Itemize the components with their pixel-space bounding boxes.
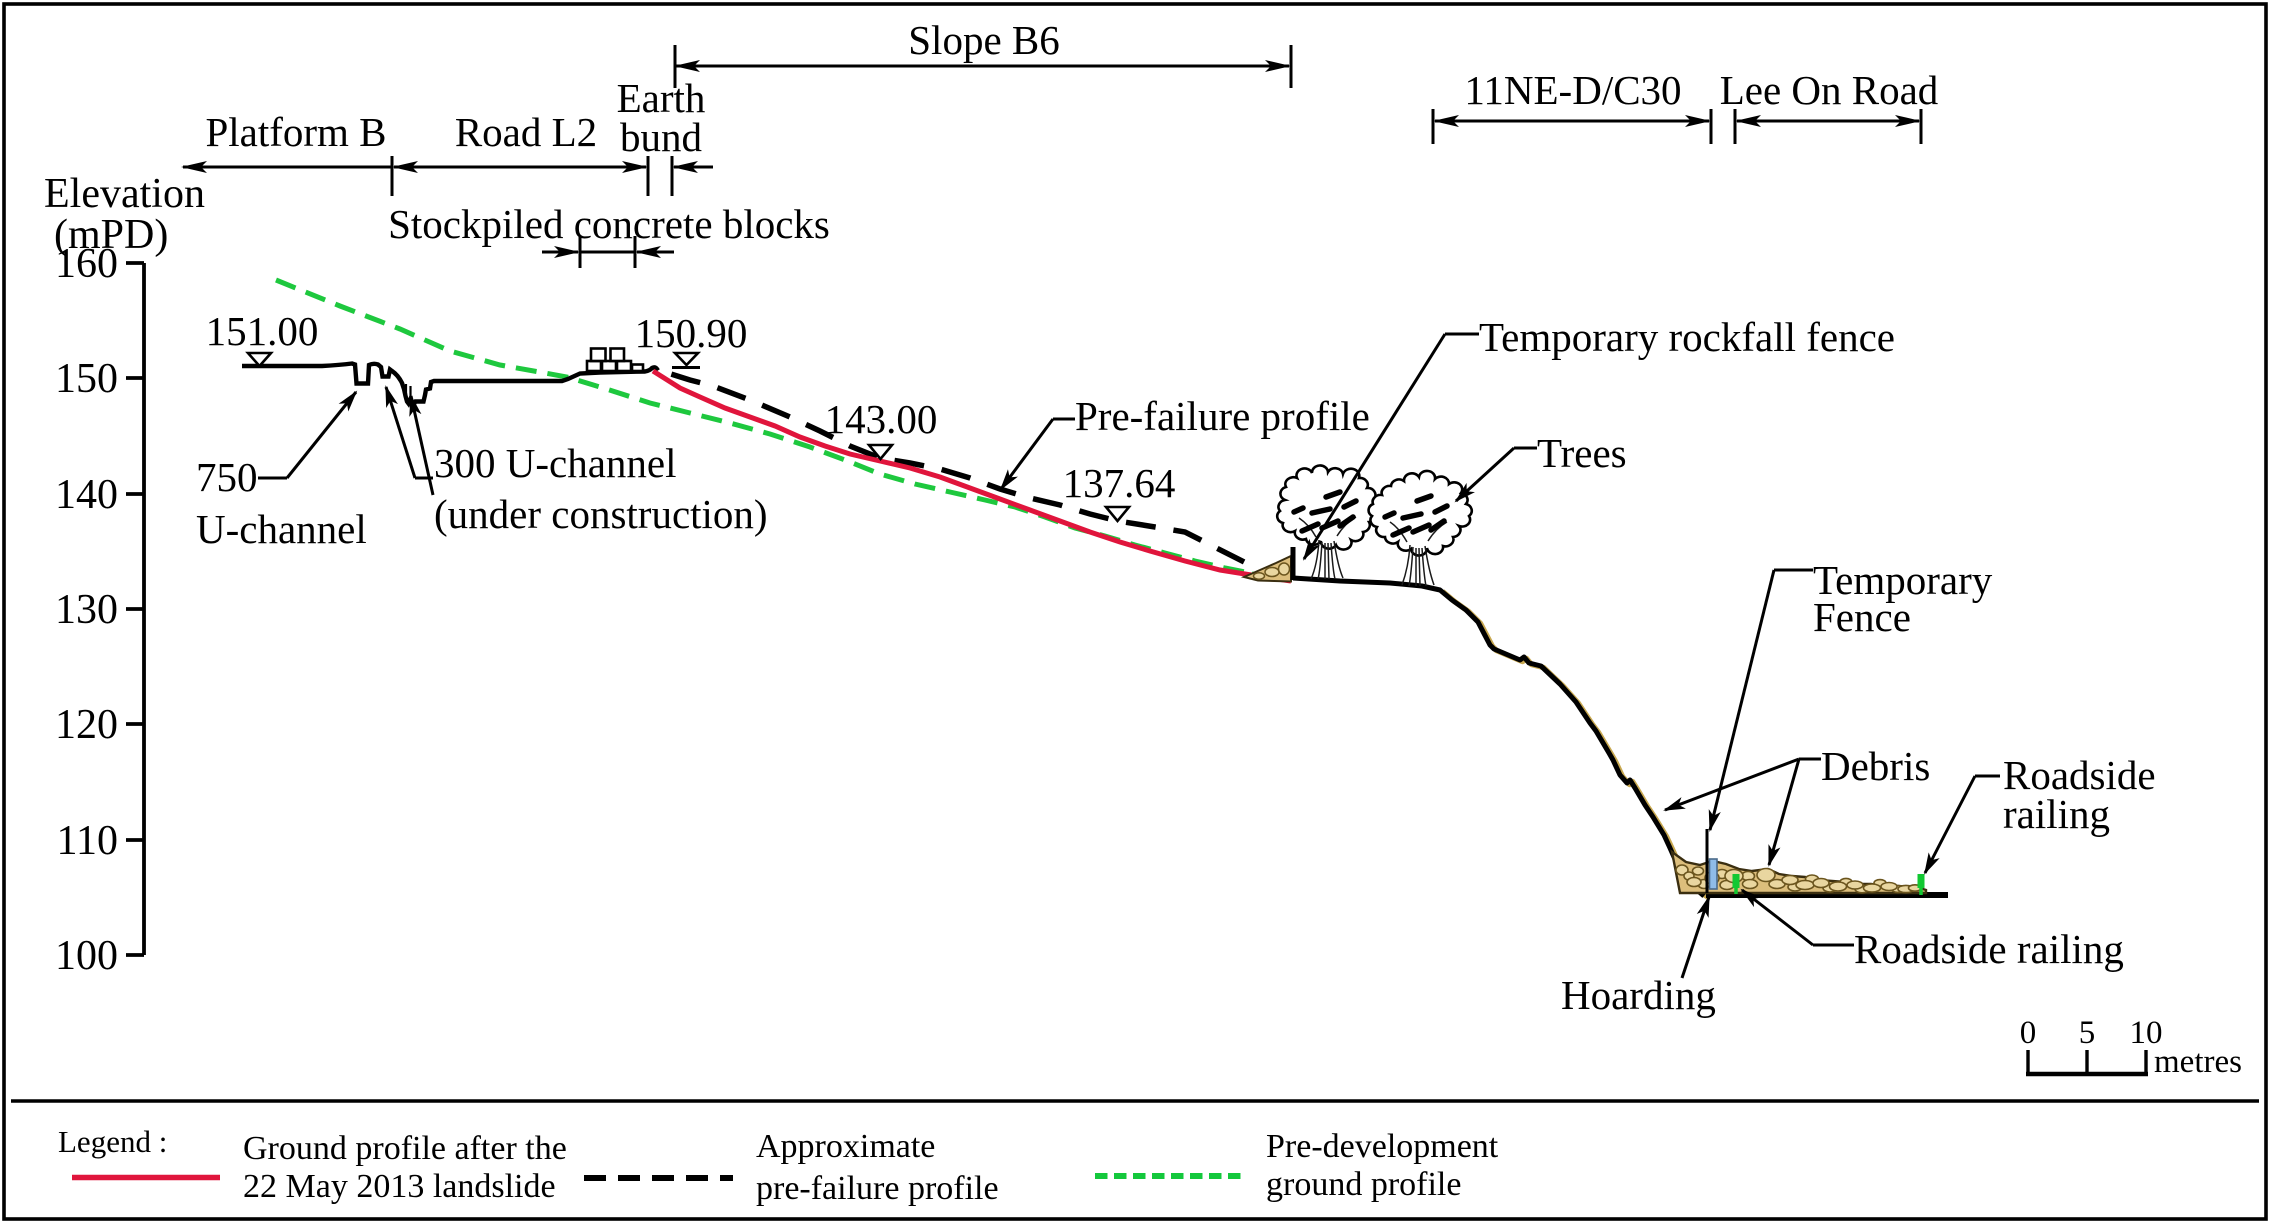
svg-text:Lee On Road: Lee On Road <box>1720 67 1939 113</box>
svg-text:130: 130 <box>55 587 118 633</box>
svg-text:railing: railing <box>2003 791 2110 837</box>
svg-text:11NE-D/C30: 11NE-D/C30 <box>1464 67 1681 113</box>
svg-text:(under construction): (under construction) <box>434 491 768 537</box>
svg-text:143.00: 143.00 <box>825 396 938 442</box>
svg-text:Slope B6: Slope B6 <box>908 17 1060 63</box>
svg-text:Earth: Earth <box>617 75 706 121</box>
svg-text:Hoarding: Hoarding <box>1561 972 1716 1018</box>
svg-text:metres: metres <box>2154 1044 2242 1080</box>
svg-text:0: 0 <box>2020 1015 2037 1051</box>
svg-text:Approximate: Approximate <box>756 1128 935 1165</box>
svg-text:Stockpiled concrete blocks: Stockpiled concrete blocks <box>388 201 830 247</box>
svg-text:137.64: 137.64 <box>1063 460 1176 506</box>
svg-text:Pre-development: Pre-development <box>1266 1128 1499 1165</box>
svg-text:Roadside railing: Roadside railing <box>1854 926 2124 972</box>
svg-text:Temporary rockfall fence: Temporary rockfall fence <box>1479 314 1895 360</box>
svg-text:Debris: Debris <box>1821 743 1930 789</box>
svg-text:750: 750 <box>196 454 258 500</box>
svg-text:Elevation: Elevation <box>44 171 205 217</box>
svg-text:bund: bund <box>620 114 702 160</box>
svg-text:5: 5 <box>2079 1015 2096 1051</box>
svg-text:150.90: 150.90 <box>635 310 748 356</box>
svg-text:Roadside: Roadside <box>2003 752 2156 798</box>
svg-text:ground profile: ground profile <box>1266 1166 1461 1203</box>
svg-text:100: 100 <box>55 933 118 979</box>
svg-text:Ground profile after the: Ground profile after the <box>243 1130 567 1167</box>
svg-text:Pre-failure profile: Pre-failure profile <box>1075 393 1370 439</box>
svg-text:300 U-channel: 300 U-channel <box>434 440 677 486</box>
svg-text:Road L2: Road L2 <box>455 109 597 155</box>
svg-text:151.00: 151.00 <box>206 308 319 354</box>
svg-text:22 May 2013 landslide: 22 May 2013 landslide <box>243 1168 556 1205</box>
svg-text:10: 10 <box>2130 1015 2163 1051</box>
svg-text:160: 160 <box>55 241 118 287</box>
svg-text:Temporary: Temporary <box>1813 557 1993 603</box>
svg-text:150: 150 <box>55 356 118 402</box>
svg-text:140: 140 <box>55 472 118 518</box>
svg-text:Fence: Fence <box>1813 594 1911 640</box>
svg-text:110: 110 <box>57 818 118 864</box>
svg-text:Trees: Trees <box>1537 430 1627 476</box>
svg-text:120: 120 <box>55 702 118 748</box>
svg-text:(mPD): (mPD) <box>54 212 168 258</box>
svg-text:U-channel: U-channel <box>196 506 367 552</box>
svg-text:Legend :: Legend : <box>58 1124 167 1159</box>
svg-text:Platform B: Platform B <box>205 109 386 155</box>
svg-text:pre-failure profile: pre-failure profile <box>756 1170 999 1207</box>
